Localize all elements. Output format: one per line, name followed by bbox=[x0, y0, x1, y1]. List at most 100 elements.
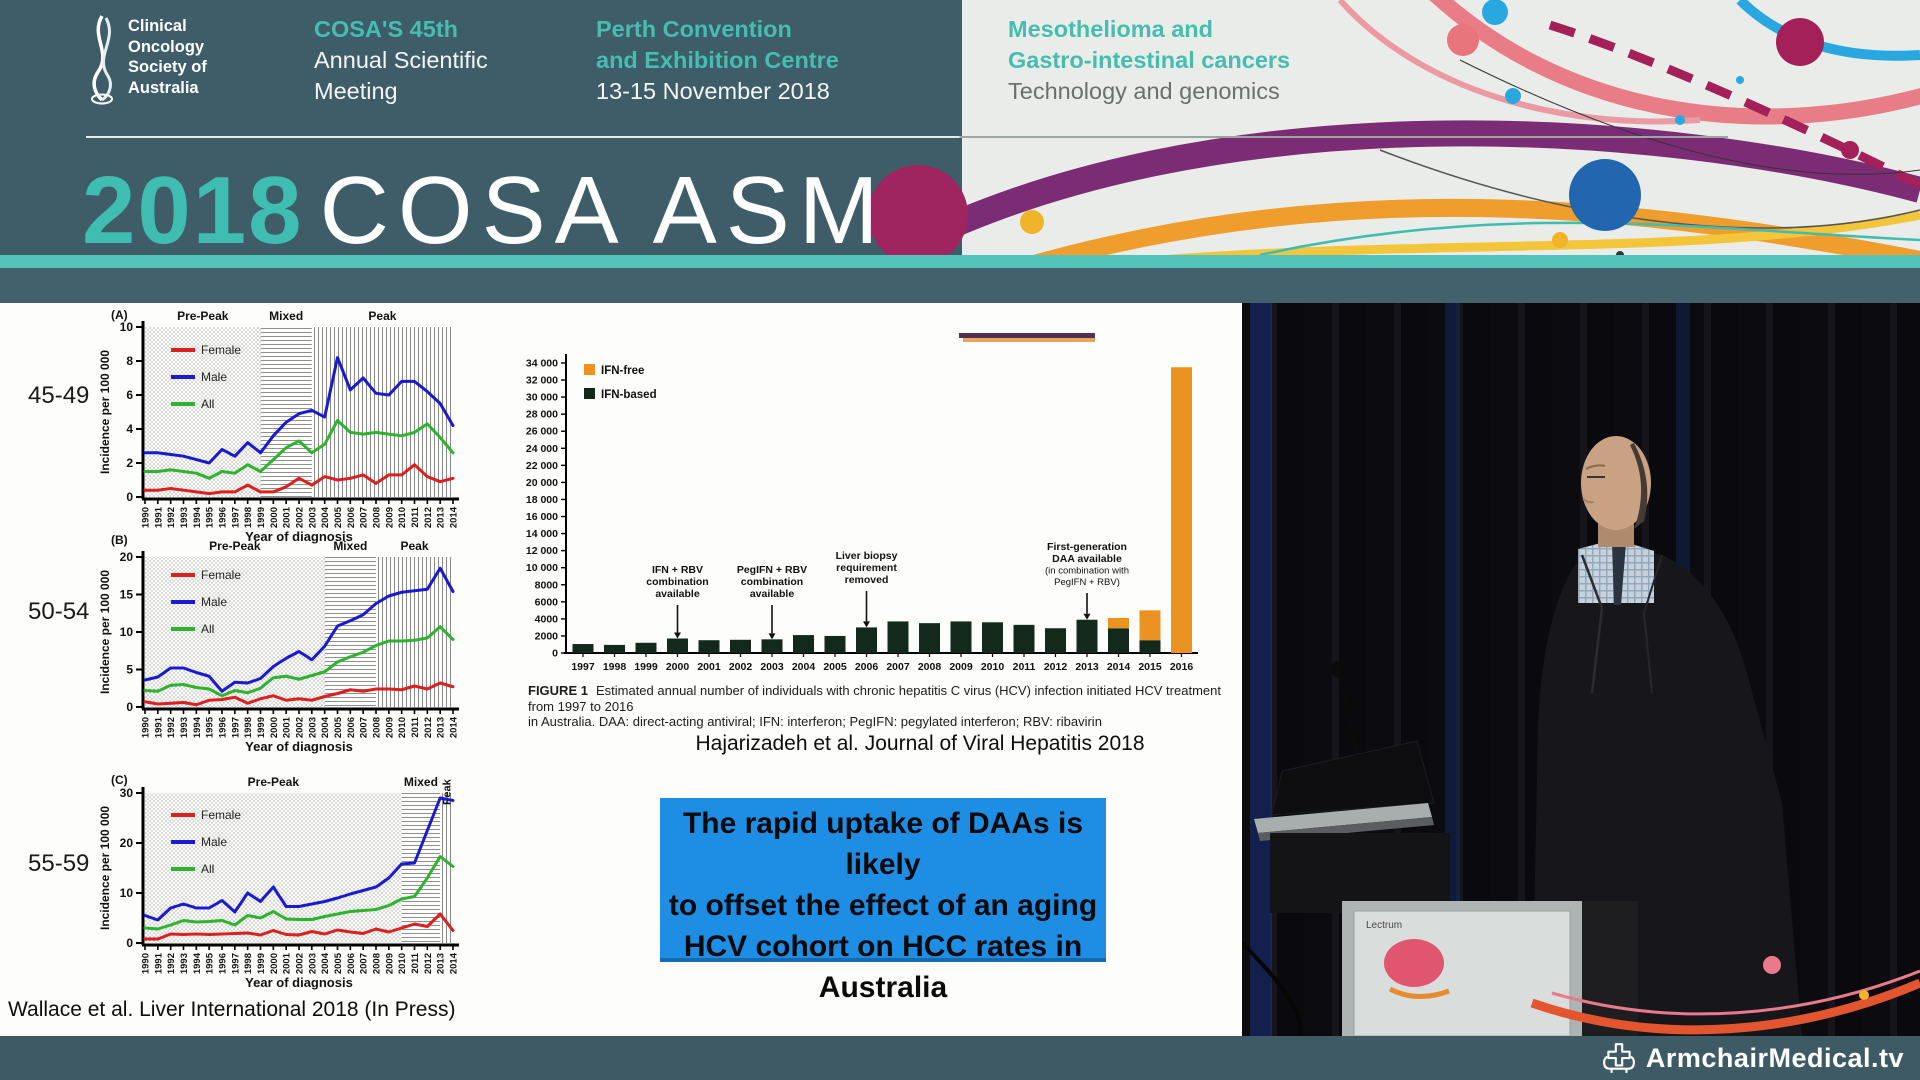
svg-text:1995: 1995 bbox=[205, 952, 216, 974]
svg-text:2006: 2006 bbox=[346, 507, 357, 528]
age-group-label-45-49: 45-49 bbox=[28, 382, 90, 409]
message-line: Australia bbox=[818, 971, 948, 1004]
svg-text:2001: 2001 bbox=[282, 716, 293, 738]
speaker-video-panel: Lectrum bbox=[1242, 303, 1920, 1036]
svg-text:Year of diagnosis: Year of diagnosis bbox=[245, 975, 353, 990]
svg-text:2014: 2014 bbox=[449, 716, 460, 738]
venue-line: and Exhibition Centre bbox=[596, 47, 839, 73]
lectern-decoration-circle bbox=[1384, 939, 1444, 987]
svg-text:2013: 2013 bbox=[436, 507, 447, 528]
svg-text:2010: 2010 bbox=[397, 717, 408, 738]
svg-text:0: 0 bbox=[126, 700, 133, 714]
speaker-video-scene: Lectrum bbox=[1242, 303, 1920, 1036]
venue-line: Perth Convention bbox=[596, 16, 792, 42]
svg-text:1991: 1991 bbox=[153, 506, 164, 528]
svg-text:1991: 1991 bbox=[153, 716, 164, 738]
svg-text:34 000: 34 000 bbox=[526, 357, 558, 369]
svg-text:All: All bbox=[201, 397, 214, 411]
org-line: Australia bbox=[128, 78, 199, 97]
svg-text:2012: 2012 bbox=[423, 953, 434, 974]
svg-text:1997: 1997 bbox=[230, 953, 241, 974]
svg-text:2002: 2002 bbox=[295, 507, 306, 528]
svg-text:8000: 8000 bbox=[535, 579, 559, 591]
svg-text:2003: 2003 bbox=[307, 507, 318, 528]
svg-text:Male: Male bbox=[201, 595, 227, 609]
figure-caption: FIGURE 1 Estimated annual number of indiv… bbox=[528, 683, 1228, 730]
svg-text:1994: 1994 bbox=[192, 506, 203, 528]
banner-name: COSA ASM bbox=[319, 157, 888, 264]
cable bbox=[1242, 941, 1303, 1036]
svg-text:2004: 2004 bbox=[320, 952, 331, 974]
svg-text:5: 5 bbox=[126, 663, 133, 677]
svg-text:1990: 1990 bbox=[141, 507, 152, 528]
svg-text:2009: 2009 bbox=[384, 717, 395, 738]
svg-text:2005: 2005 bbox=[333, 716, 344, 738]
svg-text:2000: 2000 bbox=[269, 953, 280, 974]
svg-text:0: 0 bbox=[126, 490, 133, 504]
svg-text:2007: 2007 bbox=[359, 717, 370, 738]
svg-text:All: All bbox=[201, 622, 214, 636]
svg-text:2000: 2000 bbox=[535, 630, 559, 642]
venue-block: Perth Convention and Exhibition Centre 1… bbox=[596, 14, 839, 107]
svg-text:2014: 2014 bbox=[1107, 661, 1131, 673]
svg-text:4: 4 bbox=[126, 422, 133, 436]
svg-text:1999: 1999 bbox=[634, 661, 658, 673]
citation-hajarizadeh: Hajarizadeh et al. Journal of Viral Hepa… bbox=[695, 732, 1145, 755]
svg-text:2: 2 bbox=[126, 456, 133, 470]
svg-text:1998: 1998 bbox=[243, 953, 254, 974]
banner-title: 2018 COSA ASM bbox=[82, 156, 888, 266]
svg-text:(C): (C) bbox=[111, 773, 128, 787]
svg-text:1999: 1999 bbox=[256, 717, 267, 738]
svg-text:1993: 1993 bbox=[179, 953, 190, 974]
svg-text:(B): (B) bbox=[111, 533, 128, 547]
overlay-swoosh bbox=[1530, 956, 1920, 1035]
svg-text:2001: 2001 bbox=[697, 661, 721, 673]
svg-text:2008: 2008 bbox=[918, 661, 942, 673]
svg-text:Year of diagnosis: Year of diagnosis bbox=[245, 529, 353, 544]
svg-text:2011: 2011 bbox=[1013, 661, 1036, 673]
lectern-brand-label: Lectrum bbox=[1366, 920, 1402, 931]
meeting-line: Annual Scientific bbox=[314, 47, 488, 73]
svg-text:Pre-Peak: Pre-Peak bbox=[248, 775, 300, 789]
svg-text:10: 10 bbox=[120, 886, 134, 900]
svg-text:Pre-Peak: Pre-Peak bbox=[209, 539, 261, 553]
svg-text:2013: 2013 bbox=[1075, 661, 1099, 673]
svg-text:2009: 2009 bbox=[384, 953, 395, 974]
svg-text:Pre-Peak: Pre-Peak bbox=[177, 309, 229, 323]
svg-text:2005: 2005 bbox=[333, 952, 344, 974]
svg-text:2010: 2010 bbox=[981, 661, 1005, 673]
svg-text:All: All bbox=[201, 862, 214, 876]
svg-text:26 000: 26 000 bbox=[526, 426, 558, 438]
cosa-logo-icon bbox=[91, 15, 113, 105]
svg-text:2010: 2010 bbox=[397, 507, 408, 528]
svg-text:2001: 2001 bbox=[282, 952, 293, 974]
figure-caption-line2: in Australia. DAA: direct-acting antivir… bbox=[528, 714, 1102, 729]
teal-band bbox=[0, 255, 1920, 268]
armchair-medical-icon bbox=[1602, 1043, 1635, 1073]
theme-line: Gastro-intestinal cancers bbox=[1008, 47, 1291, 73]
svg-text:1996: 1996 bbox=[218, 717, 229, 738]
svg-text:1990: 1990 bbox=[141, 717, 152, 738]
svg-text:2000: 2000 bbox=[269, 717, 280, 738]
svg-text:2002: 2002 bbox=[295, 953, 306, 974]
svg-text:Female: Female bbox=[201, 343, 241, 357]
svg-text:2012: 2012 bbox=[423, 717, 434, 738]
svg-text:20 000: 20 000 bbox=[526, 477, 558, 489]
org-line: Clinical bbox=[128, 17, 187, 35]
svg-text:1999: 1999 bbox=[256, 507, 267, 528]
venue-date: 13-15 November 2018 bbox=[596, 78, 830, 104]
svg-text:30: 30 bbox=[120, 786, 134, 800]
svg-text:10 000: 10 000 bbox=[526, 562, 558, 574]
svg-text:1992: 1992 bbox=[166, 717, 177, 738]
svg-text:1993: 1993 bbox=[179, 507, 190, 528]
svg-text:2011: 2011 bbox=[410, 716, 421, 737]
svg-text:2004: 2004 bbox=[792, 661, 816, 673]
svg-text:Male: Male bbox=[201, 370, 227, 384]
svg-text:1993: 1993 bbox=[179, 717, 190, 738]
svg-text:0: 0 bbox=[126, 936, 133, 950]
svg-text:12 000: 12 000 bbox=[526, 545, 558, 557]
